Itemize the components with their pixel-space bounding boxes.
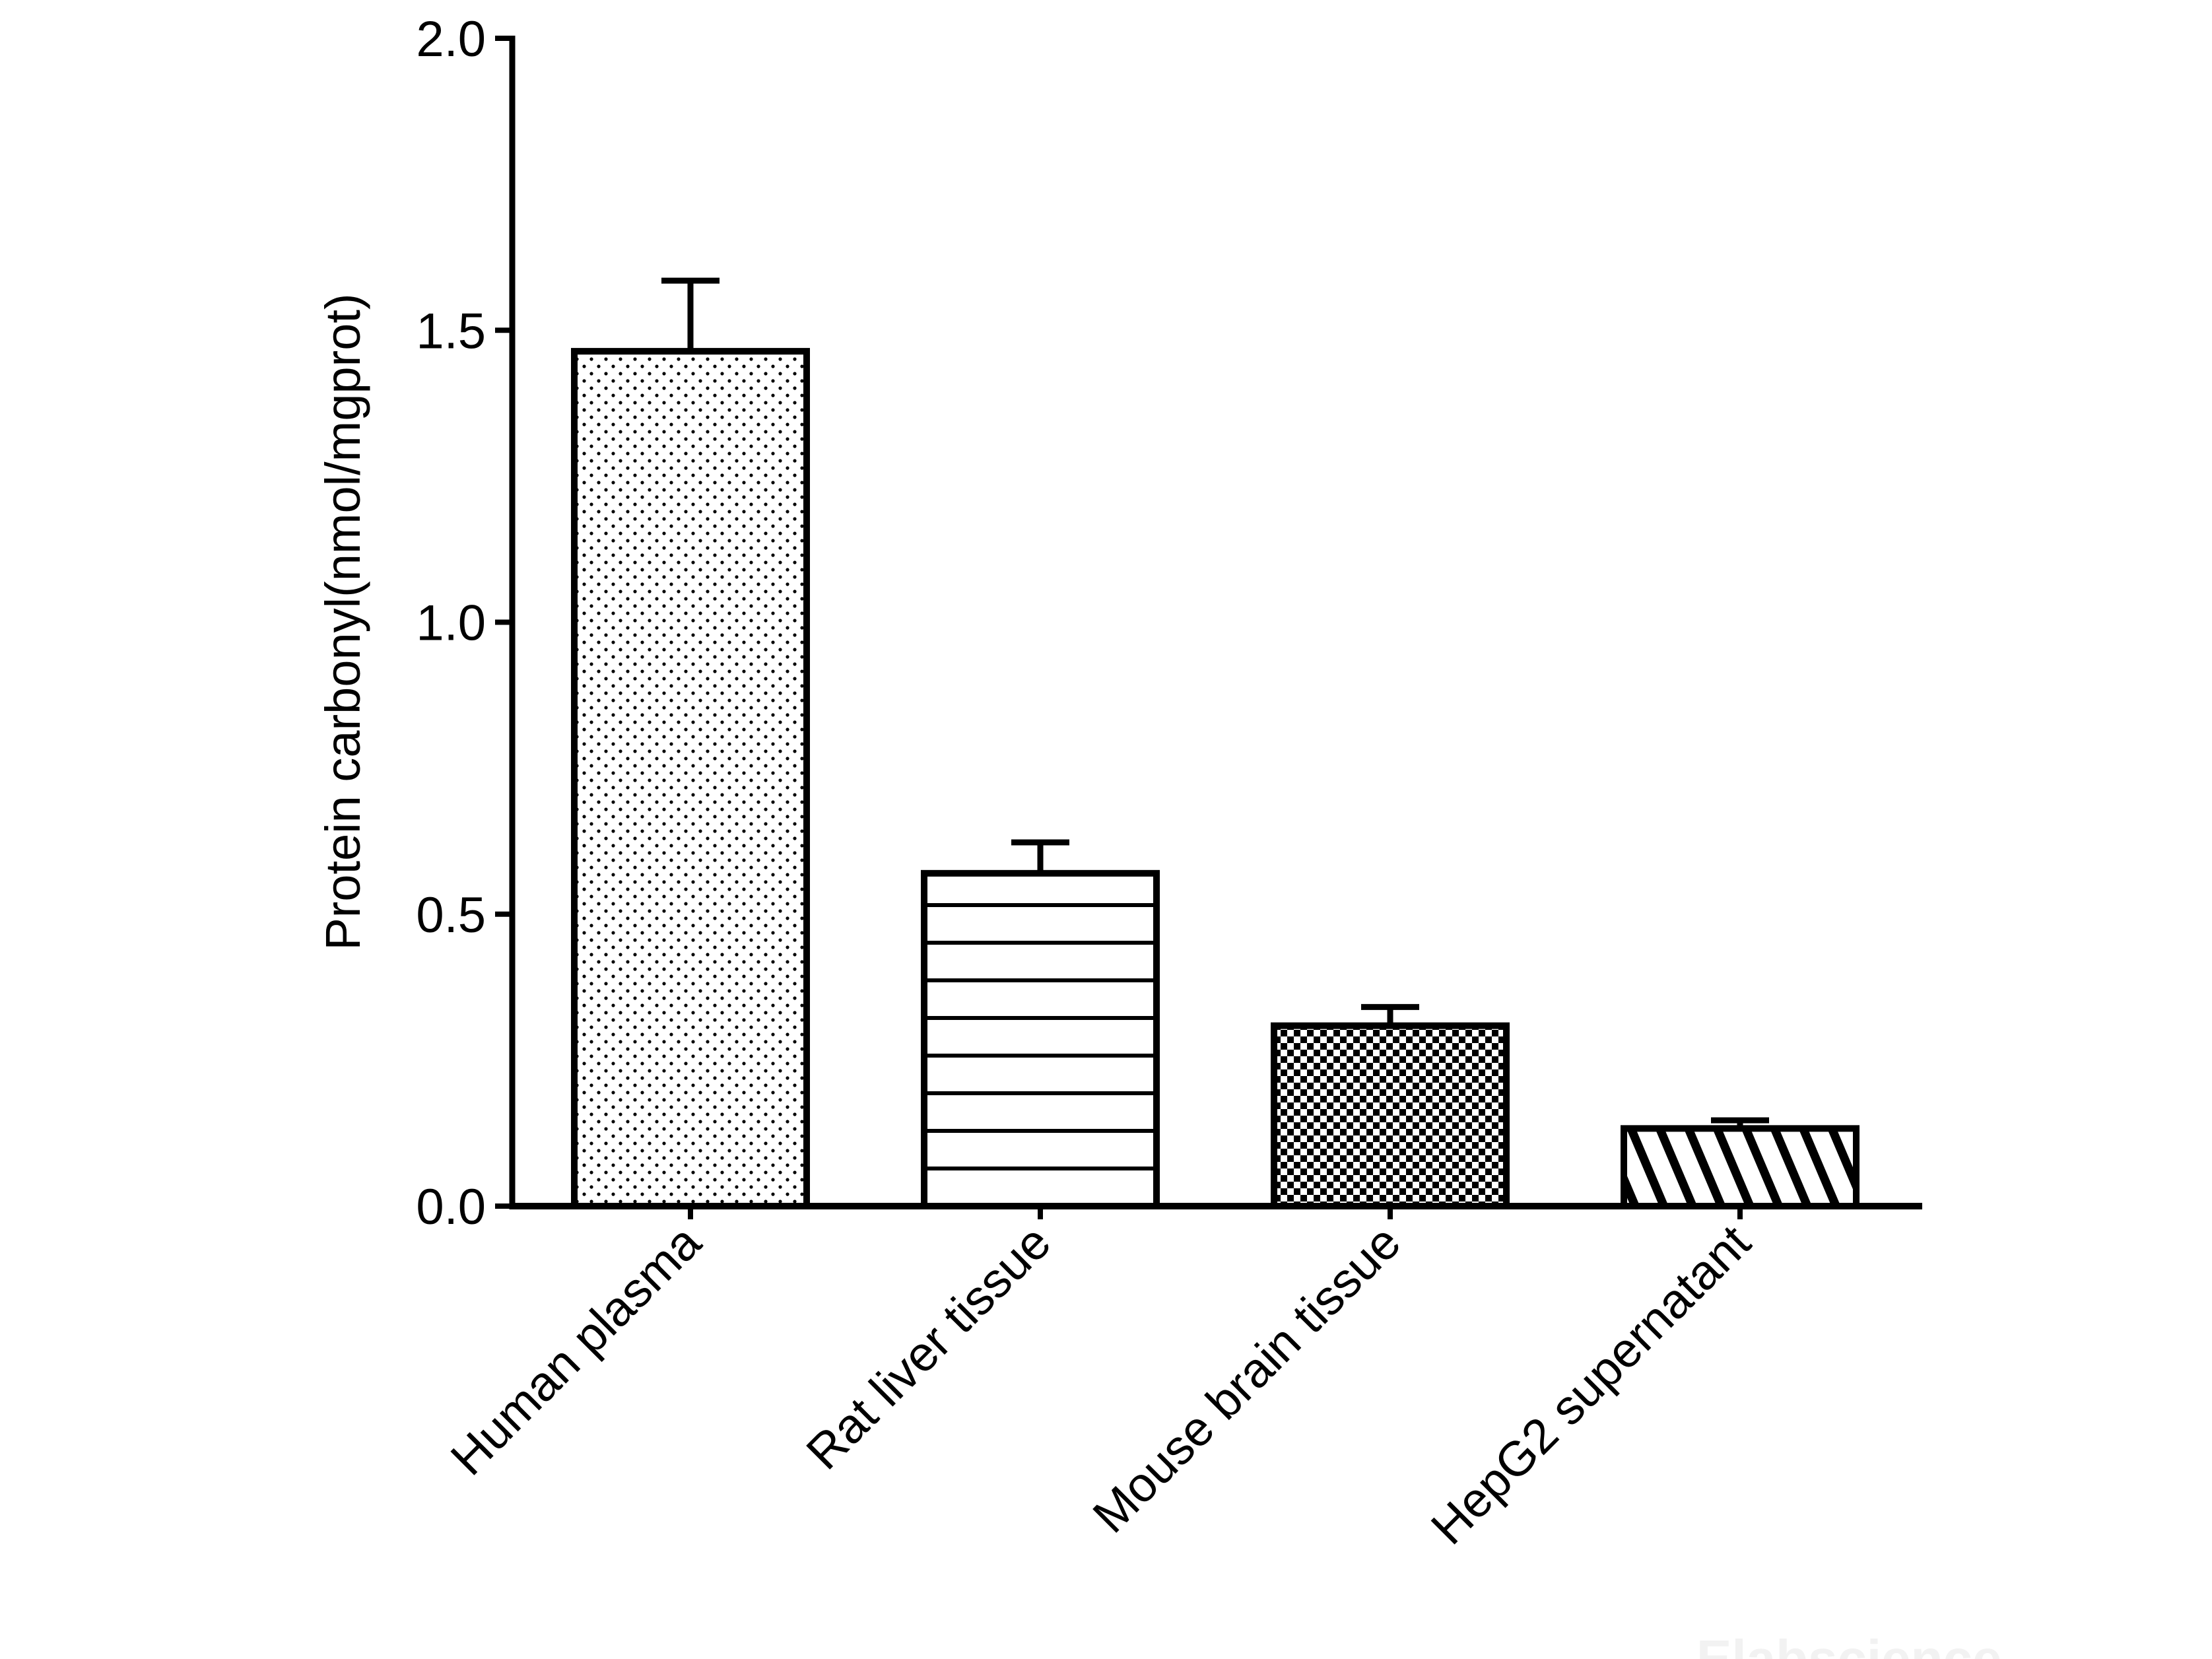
- bar-mouse-brain-tissue: [1271, 1022, 1510, 1209]
- bar-human-plasma: [571, 348, 810, 1209]
- bar-hepg2-supernatant: [1621, 1125, 1860, 1209]
- x-tick-label: Human plasma: [440, 1214, 712, 1485]
- x-tick-label: HepG2 supernatant: [1421, 1214, 1761, 1555]
- y-axis-label: Protein carbonyl(nmol/mgprot): [316, 293, 370, 950]
- watermark: Elabscience: [1696, 1629, 2002, 1659]
- bar-rat-liver-tissue: [921, 869, 1160, 1209]
- y-tick-label: 1.5: [416, 303, 486, 359]
- y-tick-label: 2.0: [416, 11, 486, 67]
- x-tick-label: Mouse brain tissue: [1082, 1215, 1411, 1543]
- y-tick-label: 1.0: [416, 595, 486, 652]
- y-tick-label: 0.5: [416, 887, 486, 943]
- x-tick-label: Rat liver tissue: [795, 1215, 1061, 1480]
- y-tick-label: 0.0: [416, 1179, 486, 1235]
